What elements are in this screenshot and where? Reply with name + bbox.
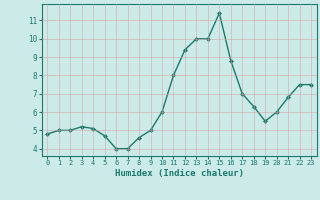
X-axis label: Humidex (Indice chaleur): Humidex (Indice chaleur): [115, 169, 244, 178]
